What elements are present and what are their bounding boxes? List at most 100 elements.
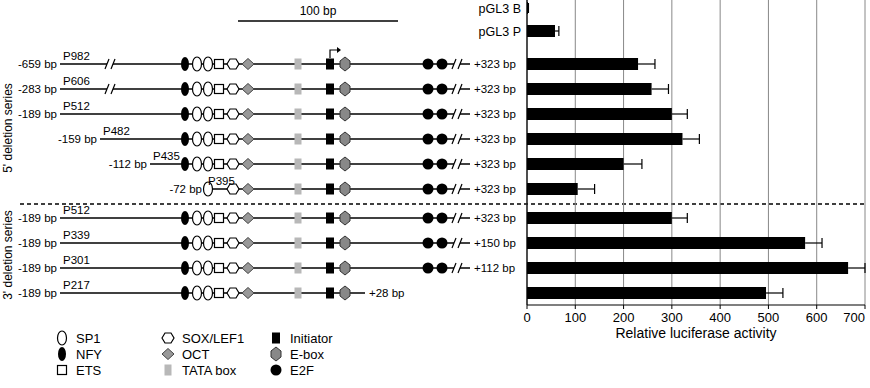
element-8 <box>423 159 434 170</box>
element-8 <box>437 184 448 195</box>
error-cap <box>699 134 700 144</box>
error-cap <box>687 109 688 119</box>
sox-symbol <box>227 134 239 144</box>
oct-symbol <box>242 109 254 120</box>
start-label: -112 bp <box>109 158 147 170</box>
sox-symbol <box>162 333 174 343</box>
break-mark <box>452 184 456 194</box>
error-cap <box>528 3 529 13</box>
construct-line <box>60 63 470 64</box>
figure: 100 bp5' deletion series3' deletion seri… <box>0 0 870 388</box>
element-4 <box>242 84 254 95</box>
oct-symbol <box>162 349 174 360</box>
element-2 <box>215 85 224 94</box>
start-label: -659 bp <box>18 58 57 70</box>
element-7 <box>340 286 350 300</box>
start-label: -189 bp <box>18 212 57 224</box>
element-8 <box>423 84 434 95</box>
construct-line <box>60 88 470 89</box>
x-axis <box>527 304 865 305</box>
tata-symbol <box>295 134 302 145</box>
construct-name: P217 <box>63 279 90 291</box>
ets-symbol <box>215 85 224 94</box>
legend-label: TATA box <box>182 363 237 378</box>
sox-symbol <box>227 263 239 273</box>
e2f-symbol <box>423 238 434 249</box>
error-cap <box>641 159 642 169</box>
construct-row: -189 bp+323 bpP512 <box>18 100 516 121</box>
bar <box>527 83 652 95</box>
tata-symbol <box>295 59 302 70</box>
break-mark <box>458 238 462 248</box>
error-bar <box>652 84 669 94</box>
oct-symbol <box>242 213 254 224</box>
oct-symbol <box>242 184 254 195</box>
e2f-symbol <box>423 109 434 120</box>
error-line <box>766 292 783 293</box>
ebox-symbol <box>340 157 350 171</box>
bar <box>527 237 805 249</box>
construct-row: -189 bp+28 bpP217 <box>18 279 405 300</box>
tick-label: 600 <box>806 310 828 325</box>
bar <box>527 158 624 170</box>
error-line <box>672 113 687 114</box>
construct-name: P435 <box>153 150 180 162</box>
break-mark <box>458 263 462 273</box>
error-bar <box>624 159 642 169</box>
e2f-symbol <box>423 134 434 145</box>
element-0 <box>193 261 202 275</box>
grid-line <box>527 0 528 305</box>
sp1-symbol <box>204 211 213 225</box>
element-6 <box>326 288 334 299</box>
break-mark <box>458 159 462 169</box>
element-5 <box>295 84 302 95</box>
oct-symbol <box>242 288 254 299</box>
error-cap <box>864 263 865 273</box>
construct-row: -72 bp+323 bpP395 <box>169 175 516 196</box>
grid-line <box>575 0 576 305</box>
construct-name: P982 <box>63 50 90 62</box>
construct-name: P395 <box>208 175 235 187</box>
bar <box>527 262 848 274</box>
tick-label: 0 <box>523 310 530 325</box>
end-label: +323 bp <box>474 158 516 170</box>
break-mark <box>105 59 109 69</box>
error-bar <box>682 134 699 144</box>
break-mark <box>452 238 456 248</box>
element-0 <box>204 107 213 121</box>
sp1-symbol <box>193 157 202 171</box>
construct-line <box>60 242 470 243</box>
construct-row: -283 bp+323 bpP606 <box>18 75 516 96</box>
error-line <box>682 138 699 139</box>
construct-name: P482 <box>103 125 130 137</box>
bar <box>527 58 638 70</box>
initiator-symbol <box>326 238 334 249</box>
element-5 <box>295 159 302 170</box>
oct-symbol <box>242 238 254 249</box>
promoter-diagram: 100 bp5' deletion series3' deletion seri… <box>1 4 865 300</box>
nfy-symbol <box>58 347 66 361</box>
end-label: +323 bp <box>474 212 516 224</box>
initiator-symbol <box>326 84 334 95</box>
element-7 <box>340 157 350 171</box>
bar <box>527 287 766 299</box>
sp1-symbol <box>193 132 202 146</box>
element-0 <box>204 132 213 146</box>
series-label: 3' deletion series <box>1 210 15 300</box>
nfy-symbol <box>181 107 189 121</box>
element-2 <box>58 366 67 375</box>
sp1-symbol <box>204 82 213 96</box>
element-3 <box>227 84 239 94</box>
sp1-symbol <box>204 261 213 275</box>
element-3 <box>227 263 239 273</box>
category-label: pGL3 P <box>479 25 521 39</box>
element-7 <box>340 236 350 250</box>
tata-symbol <box>295 184 302 195</box>
element-1 <box>181 132 189 146</box>
element-8 <box>271 365 282 376</box>
initiator-symbol <box>326 213 334 224</box>
element-4 <box>242 184 254 195</box>
tata-symbol <box>295 109 302 120</box>
nfy-symbol <box>181 211 189 225</box>
tick-label: 400 <box>709 310 731 325</box>
